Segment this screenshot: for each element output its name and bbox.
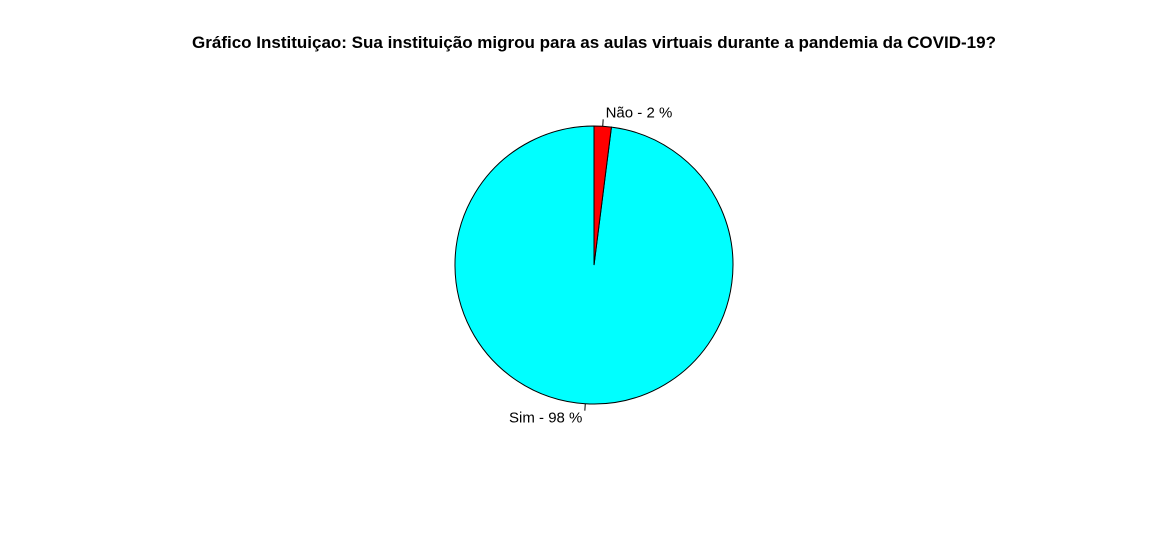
slice-label: Não - 2 % [606, 104, 673, 121]
slice-label: Sim - 98 % [509, 410, 582, 427]
pie-slices [454, 125, 734, 405]
pie-slice-nao [593, 125, 612, 266]
chart-title: Gráfico Instituiçao: Sua instituição mig… [192, 33, 996, 52]
pie-labels: Sim - 98 % Não - 2 % [509, 104, 672, 426]
